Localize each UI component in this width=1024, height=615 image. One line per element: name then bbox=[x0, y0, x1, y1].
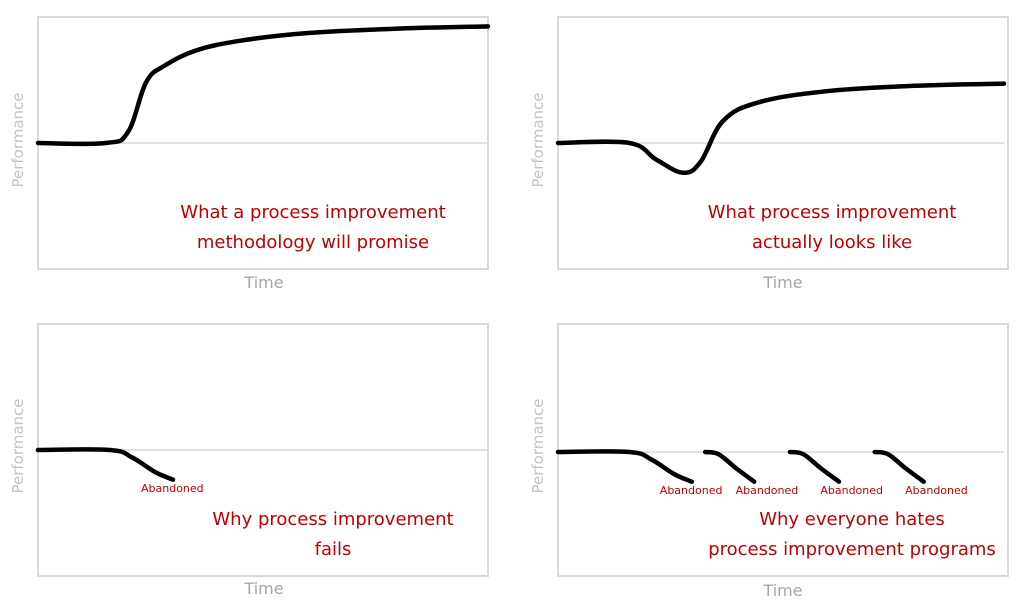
performance-curve-4-1 bbox=[555, 449, 695, 484]
caption-3-line-1: Why process improvement bbox=[212, 509, 454, 530]
x-axis-label-1: Time bbox=[244, 273, 284, 292]
caption-2-line-1: What process improvement bbox=[707, 202, 957, 223]
y-axis-label-4: Performance bbox=[529, 398, 547, 494]
x-axis-label-4: Time bbox=[763, 581, 803, 600]
caption-3-line-2: fails bbox=[314, 539, 352, 560]
performance-curve-4-2 bbox=[702, 449, 757, 484]
caption-1-line-2: methodology will promise bbox=[196, 232, 430, 253]
caption-4: Why everyone hates process improvement p… bbox=[690, 505, 1014, 565]
performance-curve-1-1 bbox=[35, 24, 491, 147]
abandoned-label-3-1: Abandoned bbox=[141, 482, 204, 495]
abandoned-label-4-4: Abandoned bbox=[905, 484, 968, 497]
abandoned-label-4-2: Abandoned bbox=[735, 484, 799, 497]
performance-curve-2-1 bbox=[555, 81, 1007, 175]
abandoned-label-4-3: Abandoned bbox=[820, 484, 884, 497]
plot-area-4 bbox=[557, 323, 1009, 577]
caption-1-line-1: What a process improvement bbox=[180, 202, 446, 223]
performance-curve-3-1 bbox=[35, 447, 176, 482]
caption-2: What process improvement actually looks … bbox=[680, 198, 984, 258]
performance-curve-4-3 bbox=[787, 449, 842, 484]
caption-1: What a process improvement methodology w… bbox=[160, 198, 466, 258]
abandoned-label-4-1: Abandoned bbox=[659, 484, 723, 497]
performance-curve-4-4 bbox=[872, 449, 926, 484]
caption-4-line-2: process improvement programs bbox=[708, 539, 996, 560]
x-axis-label-3: Time bbox=[244, 579, 284, 598]
caption-4-line-1: Why everyone hates bbox=[759, 509, 945, 530]
caption-3: Why process improvement fails bbox=[180, 505, 486, 565]
x-axis-label-2: Time bbox=[763, 273, 803, 292]
caption-2-line-2: actually looks like bbox=[751, 232, 913, 253]
